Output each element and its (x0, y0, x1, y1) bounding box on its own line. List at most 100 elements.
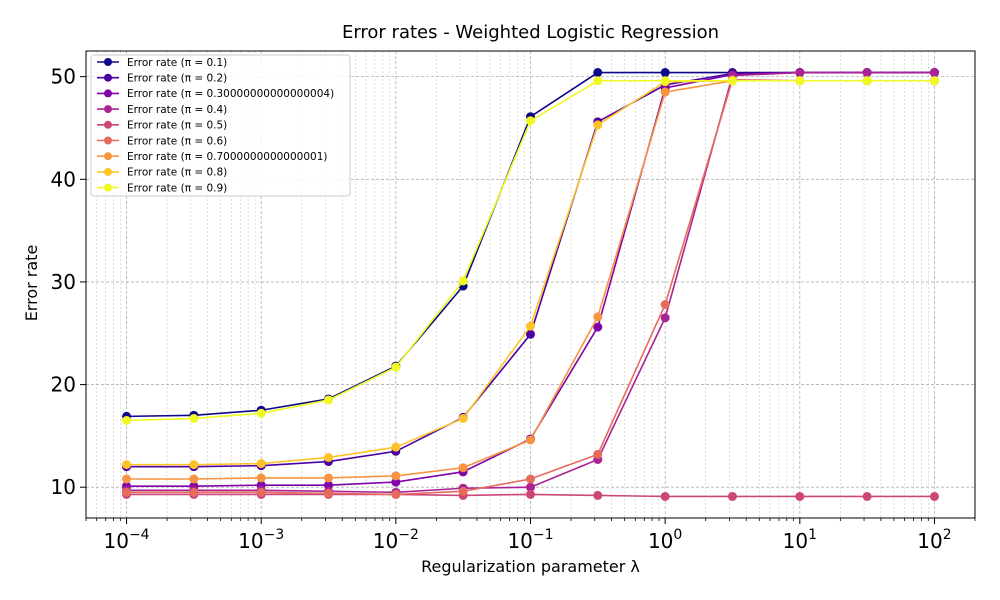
data-point (795, 491, 805, 501)
data-point (256, 473, 266, 483)
legend-item: Error rate (π = 0.9) (97, 182, 227, 194)
y-tick-label: 40 (51, 167, 76, 191)
x-tick-label: 101 (783, 527, 817, 553)
series-group (122, 68, 939, 501)
data-point (323, 488, 333, 498)
legend-label: Error rate (π = 0.1) (127, 57, 227, 69)
data-point (795, 68, 805, 78)
legend-item: Error rate (π = 0.4) (97, 104, 227, 116)
legend-label: Error rate (π = 0.5) (127, 120, 227, 132)
data-point (593, 76, 603, 86)
data-point (189, 460, 199, 470)
data-point (526, 489, 535, 499)
data-point (526, 435, 535, 445)
legend-swatch-marker (104, 58, 112, 66)
x-tick-label: 10−1 (507, 527, 553, 553)
data-point (526, 474, 535, 484)
data-point (458, 413, 468, 423)
data-point (189, 474, 199, 484)
data-point (122, 460, 132, 470)
data-point (929, 491, 939, 501)
y-tick-label: 10 (51, 475, 76, 499)
data-point (593, 312, 603, 322)
data-point (660, 300, 670, 310)
data-point (122, 487, 132, 497)
data-point (458, 486, 468, 496)
legend-swatch-marker (104, 167, 112, 176)
data-point (256, 408, 266, 418)
data-point (795, 76, 805, 86)
data-point (727, 491, 737, 501)
legend-item: Error rate (π = 0.8) (97, 167, 227, 179)
legend-box (90, 54, 351, 197)
data-point (862, 491, 872, 501)
x-axis-label: Regularization parameter λ (421, 557, 640, 576)
data-point (929, 76, 939, 86)
legend-swatch-marker (104, 73, 112, 82)
data-point (526, 116, 535, 126)
data-point (526, 321, 535, 331)
data-point (122, 415, 132, 425)
x-tick-label: 10−4 (103, 527, 149, 553)
data-point (323, 452, 333, 462)
data-point (660, 313, 670, 323)
data-point (458, 276, 468, 286)
data-point (526, 329, 535, 339)
data-point (391, 471, 401, 481)
data-point (862, 68, 872, 78)
y-tick-label: 30 (51, 270, 76, 294)
data-point (189, 413, 199, 423)
legend-label: Error rate (π = 0.8) (127, 167, 227, 179)
legend-label: Error rate (π = 0.30000000000000004) (127, 88, 334, 100)
data-point (391, 442, 401, 452)
data-point (256, 459, 266, 469)
data-point (660, 76, 670, 86)
legend-swatch-marker (104, 89, 112, 98)
legend-item: Error rate (π = 0.5) (97, 120, 227, 132)
legend-item: Error rate (π = 0.7000000000000001) (97, 151, 328, 163)
data-point (391, 489, 401, 499)
data-point (323, 395, 333, 405)
chart-title: Error rates - Weighted Logistic Regressi… (342, 22, 719, 43)
data-point (660, 491, 670, 501)
data-point (323, 473, 333, 483)
data-point (458, 463, 468, 473)
data-point (526, 482, 535, 492)
legend-swatch-marker (104, 105, 112, 114)
x-tick-label: 102 (917, 527, 951, 553)
data-point (593, 322, 603, 332)
legend-item: Error rate (π = 0.1) (97, 57, 227, 69)
legend-item: Error rate (π = 0.2) (97, 73, 227, 85)
x-tick-label: 10−3 (238, 527, 284, 553)
data-point (660, 68, 670, 78)
data-point (727, 76, 737, 86)
data-point (189, 487, 199, 497)
legend: Error rate (π = 0.1) Error rate (π = 0.2)… (90, 54, 351, 197)
data-point (593, 68, 603, 78)
legend-item: Error rate (π = 0.30000000000000004) (97, 88, 334, 100)
legend-swatch-marker (104, 120, 112, 129)
data-point (323, 480, 333, 490)
legend-swatch-marker (104, 152, 112, 161)
data-point (593, 120, 603, 130)
data-point (862, 76, 872, 86)
series (122, 76, 939, 425)
legend-item: Error rate (π = 0.6) (97, 135, 227, 147)
data-point (122, 474, 132, 484)
legend-label: Error rate (π = 0.4) (127, 104, 227, 116)
data-point (256, 487, 266, 497)
legend-label: Error rate (π = 0.2) (127, 73, 227, 85)
axis-ticks: 10−4 10−3 10−2 10−1 100 101 102 10 20 30 40 50 (51, 65, 976, 553)
data-point (660, 87, 670, 97)
legend-label: Error rate (π = 0.7000000000000001) (127, 151, 328, 163)
legend-label: Error rate (π = 0.9) (127, 182, 227, 194)
legend-swatch-marker (104, 183, 112, 192)
data-point (391, 477, 401, 487)
data-point (391, 362, 401, 372)
data-point (593, 490, 603, 500)
legend-label: Error rate (π = 0.6) (127, 135, 227, 147)
data-point (593, 449, 603, 459)
x-tick-label: 10−2 (373, 527, 419, 553)
y-tick-label: 50 (51, 65, 76, 89)
